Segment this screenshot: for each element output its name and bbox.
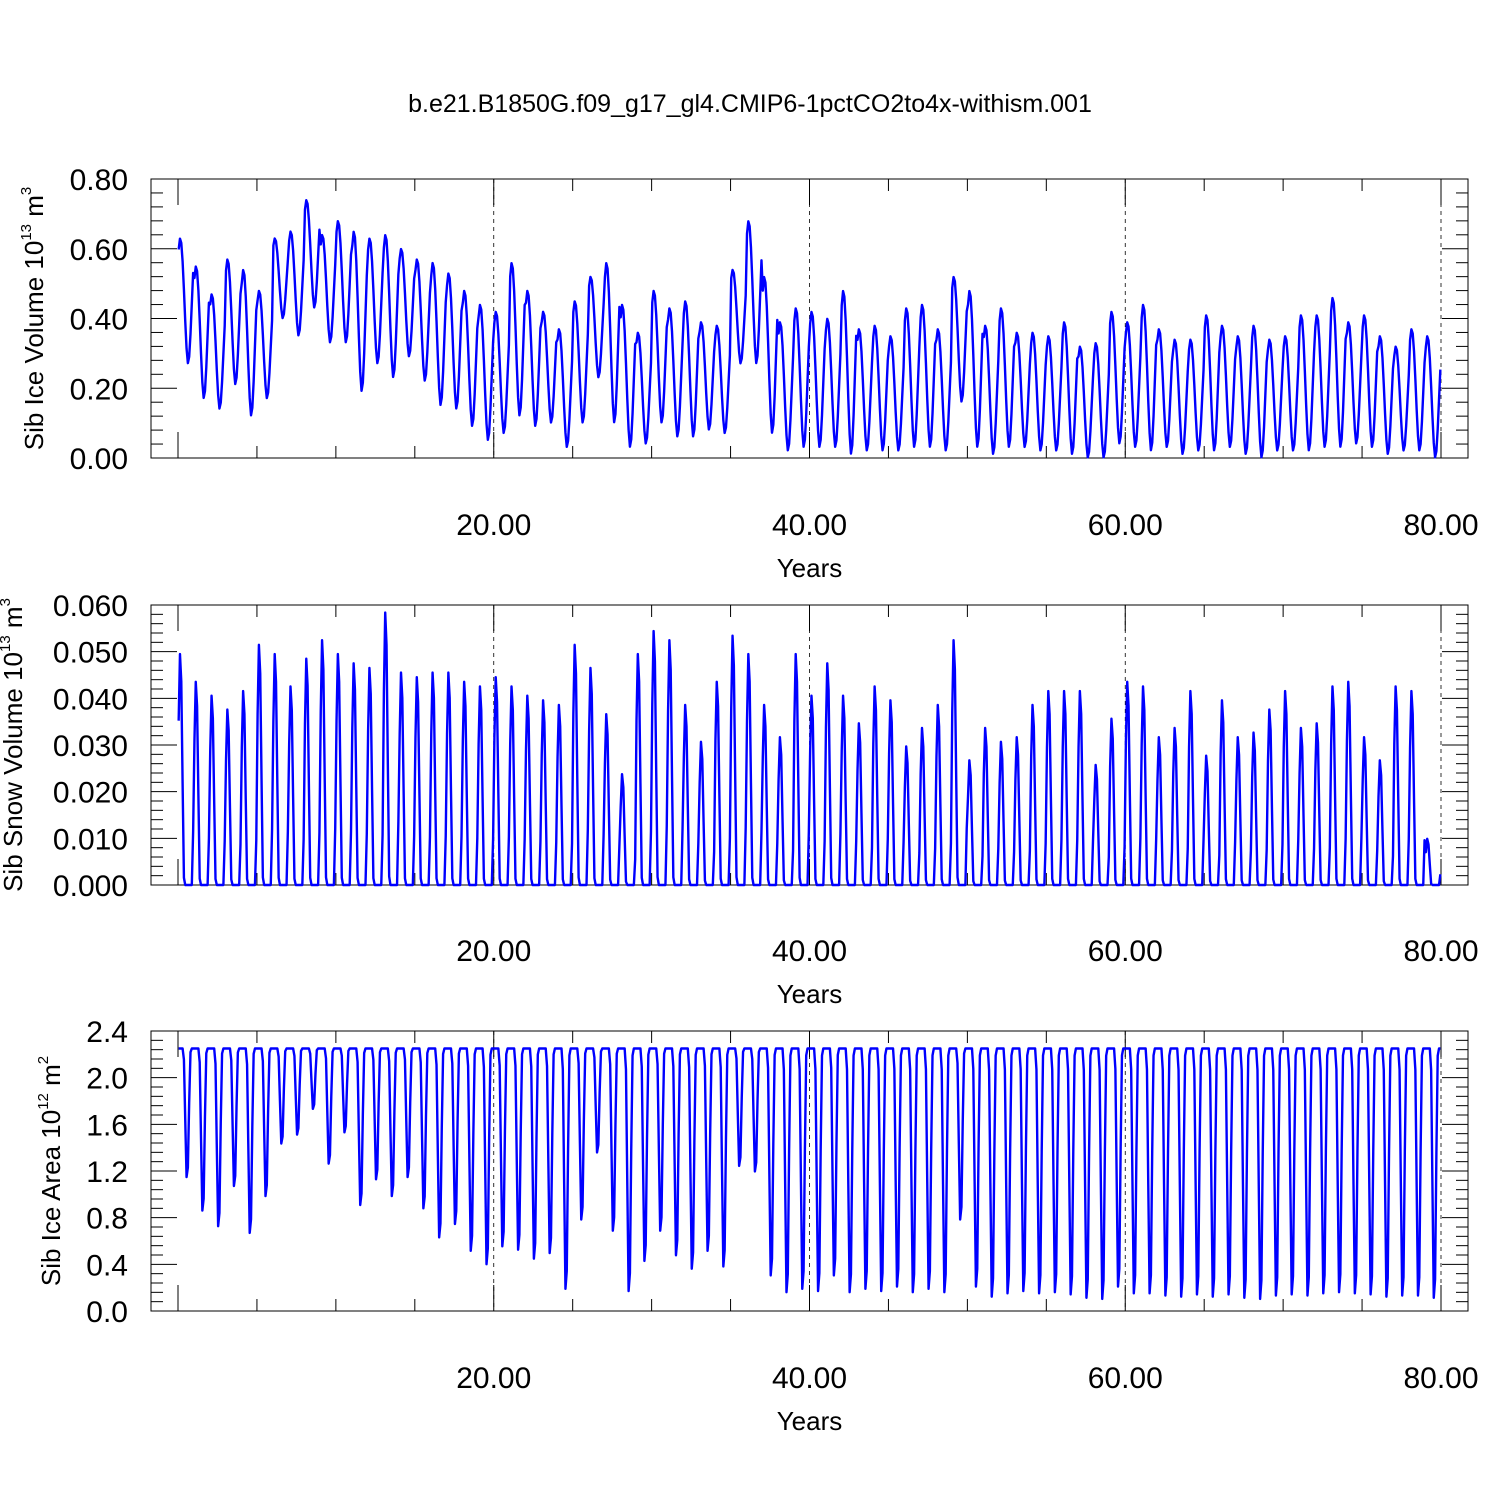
x-tick-label: 80.00 bbox=[1403, 509, 1478, 542]
y-tick-label: 0.4 bbox=[86, 1249, 128, 1282]
x-tick-label: 60.00 bbox=[1088, 1362, 1163, 1395]
x-tick-label: 20.00 bbox=[456, 1362, 531, 1395]
x-tick-label: 40.00 bbox=[772, 1362, 847, 1395]
x-tick-label: 80.00 bbox=[1403, 935, 1478, 968]
y-tick-label: 1.2 bbox=[86, 1156, 128, 1189]
y-tick-label: 0.40 bbox=[70, 304, 128, 337]
y-tick-label: 0.010 bbox=[53, 823, 128, 856]
x-tick-label: 40.00 bbox=[772, 509, 847, 542]
y-tick-label: 0.050 bbox=[53, 637, 128, 670]
y-tick-label: 0.00 bbox=[70, 443, 128, 476]
x-axis-label: Years bbox=[777, 979, 843, 1009]
figure-title: b.e21.B1850G.f09_g17_gl4.CMIP6-1pctCO2to… bbox=[408, 90, 1092, 118]
x-tick-label: 20.00 bbox=[456, 935, 531, 968]
y-tick-label: 0.20 bbox=[70, 373, 128, 406]
y-axis-label: Sib Snow Volume 1013 m3 bbox=[0, 598, 28, 892]
panel-snow-volume: 0.000 0.010 0.020 0.030 0.040 0.050 0.060 20.00… bbox=[0, 590, 1479, 1009]
y-tick-label: 0.8 bbox=[86, 1203, 128, 1236]
y-tick-label: 0.040 bbox=[53, 683, 128, 716]
y-axis-label: Sib Ice Area 1012 m2 bbox=[35, 1056, 66, 1286]
y-tick-label: 0.80 bbox=[70, 164, 128, 197]
panel-ice-volume: 0.00 0.20 0.40 0.60 0.80 20.00 40.00 60.00 80.00… bbox=[18, 164, 1479, 583]
series-line bbox=[177, 611, 1442, 887]
y-axis-label: Sib Ice Volume 1013 m3 bbox=[18, 187, 49, 451]
series-line bbox=[178, 1047, 1441, 1301]
series-line bbox=[177, 199, 1442, 459]
y-tick-label: 0.030 bbox=[53, 730, 128, 763]
x-axis-label: Years bbox=[777, 1406, 843, 1436]
panel-ice-area: 0.0 0.4 0.8 1.2 1.6 2.0 2.4 20.00 40.00 60.00 80.0… bbox=[35, 1016, 1479, 1436]
x-tick-label: 60.00 bbox=[1088, 509, 1163, 542]
y-tick-label: 0.60 bbox=[70, 234, 128, 267]
x-tick-label: 80.00 bbox=[1403, 1362, 1478, 1395]
y-tick-label: 0.000 bbox=[53, 870, 128, 903]
x-tick-label: 60.00 bbox=[1088, 935, 1163, 968]
x-axis-label: Years bbox=[777, 553, 843, 583]
y-tick-label: 0.060 bbox=[53, 590, 128, 623]
y-tick-label: 0.0 bbox=[86, 1296, 128, 1329]
y-tick-label: 1.6 bbox=[86, 1109, 128, 1142]
y-tick-label: 2.4 bbox=[86, 1016, 128, 1049]
y-tick-label: 2.0 bbox=[86, 1063, 128, 1096]
y-tick-label: 0.020 bbox=[53, 777, 128, 810]
x-tick-label: 20.00 bbox=[456, 509, 531, 542]
x-tick-label: 40.00 bbox=[772, 935, 847, 968]
